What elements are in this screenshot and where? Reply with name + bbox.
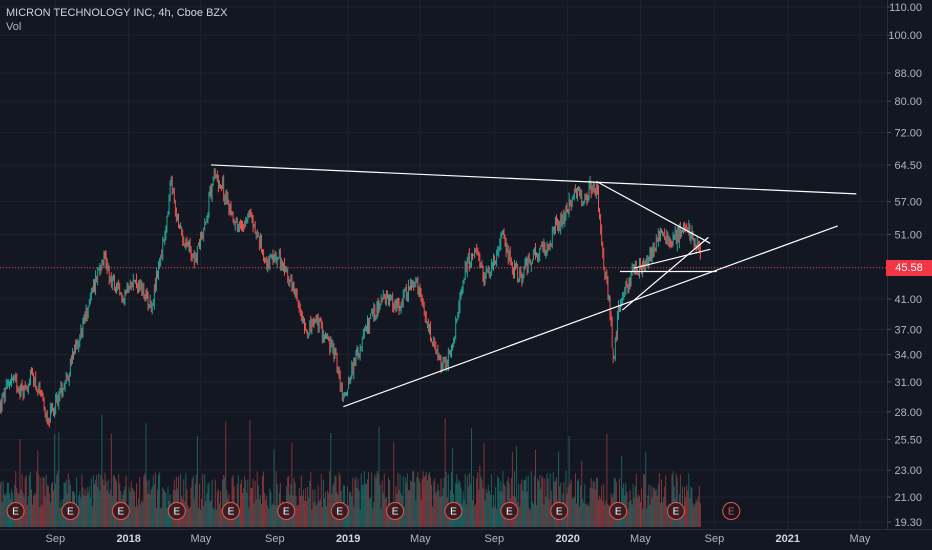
chart-legend: MICRON TECHNOLOGY INC, 4h, Cboe BZX Vol xyxy=(6,6,227,34)
earnings-marker-circle xyxy=(722,502,741,520)
earnings-marker-circle xyxy=(500,502,519,520)
earnings-marker-circle xyxy=(609,502,628,520)
price-axis-label: 72.00 xyxy=(894,127,922,139)
earnings-marker-circle xyxy=(277,502,296,520)
trendline xyxy=(622,236,709,311)
earnings-marker-label: E xyxy=(283,507,290,518)
earnings-marker-circle xyxy=(221,502,240,520)
current-price-badge: 45.58 xyxy=(886,259,932,276)
candles xyxy=(0,167,701,428)
volume-indicator-label[interactable]: Vol xyxy=(6,21,22,33)
price-axis-label: 23.00 xyxy=(894,465,922,477)
earnings-marker[interactable]: E xyxy=(330,502,349,520)
earnings-marker-circle xyxy=(444,502,463,520)
earnings-marker-label: E xyxy=(673,507,680,518)
time-axis-label: 2021 xyxy=(776,533,800,545)
earnings-marker-circle xyxy=(61,502,80,520)
earnings-marker[interactable]: E xyxy=(666,502,685,520)
time-axis[interactable]: Sep 2018 May Sep 2019 May Sep 2020 May Sep 2021 May xyxy=(0,529,932,546)
price-axis-label: 88.00 xyxy=(894,68,922,80)
trendline xyxy=(596,180,711,244)
earnings-marker[interactable]: E xyxy=(722,502,741,520)
earnings-marker[interactable]: E xyxy=(167,502,186,520)
time-axis-label: May xyxy=(850,533,871,545)
time-axis-label: May xyxy=(630,533,651,545)
earnings-marker[interactable]: E xyxy=(550,502,569,520)
volume-bars xyxy=(0,414,701,527)
earnings-marker-label: E xyxy=(228,507,235,518)
grid xyxy=(0,0,887,530)
price-axis-label: 31.00 xyxy=(894,377,922,389)
earnings-marker-circle xyxy=(386,502,405,520)
earnings-marker[interactable]: E xyxy=(61,502,80,520)
trendline xyxy=(633,248,711,269)
earnings-marker-circle xyxy=(167,502,186,520)
earnings-marker[interactable]: E xyxy=(6,502,25,520)
earnings-marker-label: E xyxy=(118,507,125,518)
price-axis-label: 21.00 xyxy=(894,492,922,504)
price-axis-label: 110.00 xyxy=(889,2,922,14)
time-axis-label: Sep xyxy=(265,533,285,545)
earnings-marker[interactable]: E xyxy=(111,502,130,520)
time-axis-label: 2019 xyxy=(336,533,360,545)
earnings-marker-label: E xyxy=(556,507,563,518)
earnings-marker-label: E xyxy=(67,507,74,518)
time-axis-label: May xyxy=(190,533,211,545)
time-axis-label: Sep xyxy=(46,533,66,545)
earnings-marker-label: E xyxy=(336,507,343,518)
price-axis-label: 64.50 xyxy=(894,160,922,172)
earnings-marker[interactable]: E xyxy=(609,502,628,520)
earnings-marker-label: E xyxy=(506,507,513,518)
time-axis-label: 2020 xyxy=(555,533,579,545)
earnings-marker[interactable]: E xyxy=(444,502,463,520)
earnings-marker-circle xyxy=(111,502,130,520)
price-axis-label: 80.00 xyxy=(894,96,922,108)
earnings-marker[interactable]: E xyxy=(386,502,405,520)
earnings-marker-label: E xyxy=(392,507,399,518)
trendline xyxy=(211,164,857,195)
earnings-marker-label: E xyxy=(173,507,180,518)
earnings-marker-label: E xyxy=(615,507,622,518)
price-axis-label: 37.00 xyxy=(894,324,922,336)
earnings-marker-circle xyxy=(6,502,25,520)
price-axis-label: 51.00 xyxy=(894,229,922,241)
earnings-marker-circle xyxy=(550,502,569,520)
price-axis-label: 19.30 xyxy=(894,517,922,529)
price-axis-label: 41.00 xyxy=(894,294,922,306)
price-axis-label: 100.00 xyxy=(888,30,922,42)
time-axis-label: Sep xyxy=(705,533,725,545)
earnings-marker-circle xyxy=(330,502,349,520)
trendline xyxy=(343,225,838,408)
earnings-marker[interactable]: E xyxy=(221,502,240,520)
earnings-marker-label: E xyxy=(450,507,457,518)
earnings-marker-label: E xyxy=(728,507,735,518)
price-axis-label: 25.50 xyxy=(894,435,922,447)
price-axis-label: 28.00 xyxy=(894,407,922,419)
symbol-title[interactable]: MICRON TECHNOLOGY INC, 4h, Cboe BZX xyxy=(6,7,228,19)
price-axis-label: 34.00 xyxy=(894,349,922,361)
time-axis-label: May xyxy=(410,533,431,545)
earnings-marker[interactable]: E xyxy=(500,502,519,520)
price-axis-label: 57.00 xyxy=(894,197,922,209)
earnings-marker[interactable]: E xyxy=(277,502,296,520)
earnings-marker-circle xyxy=(666,502,685,520)
trendlines[interactable] xyxy=(211,164,857,408)
earnings-marker-label: E xyxy=(12,507,19,518)
time-axis-label: Sep xyxy=(485,533,505,545)
time-axis-label: 2018 xyxy=(116,533,140,545)
